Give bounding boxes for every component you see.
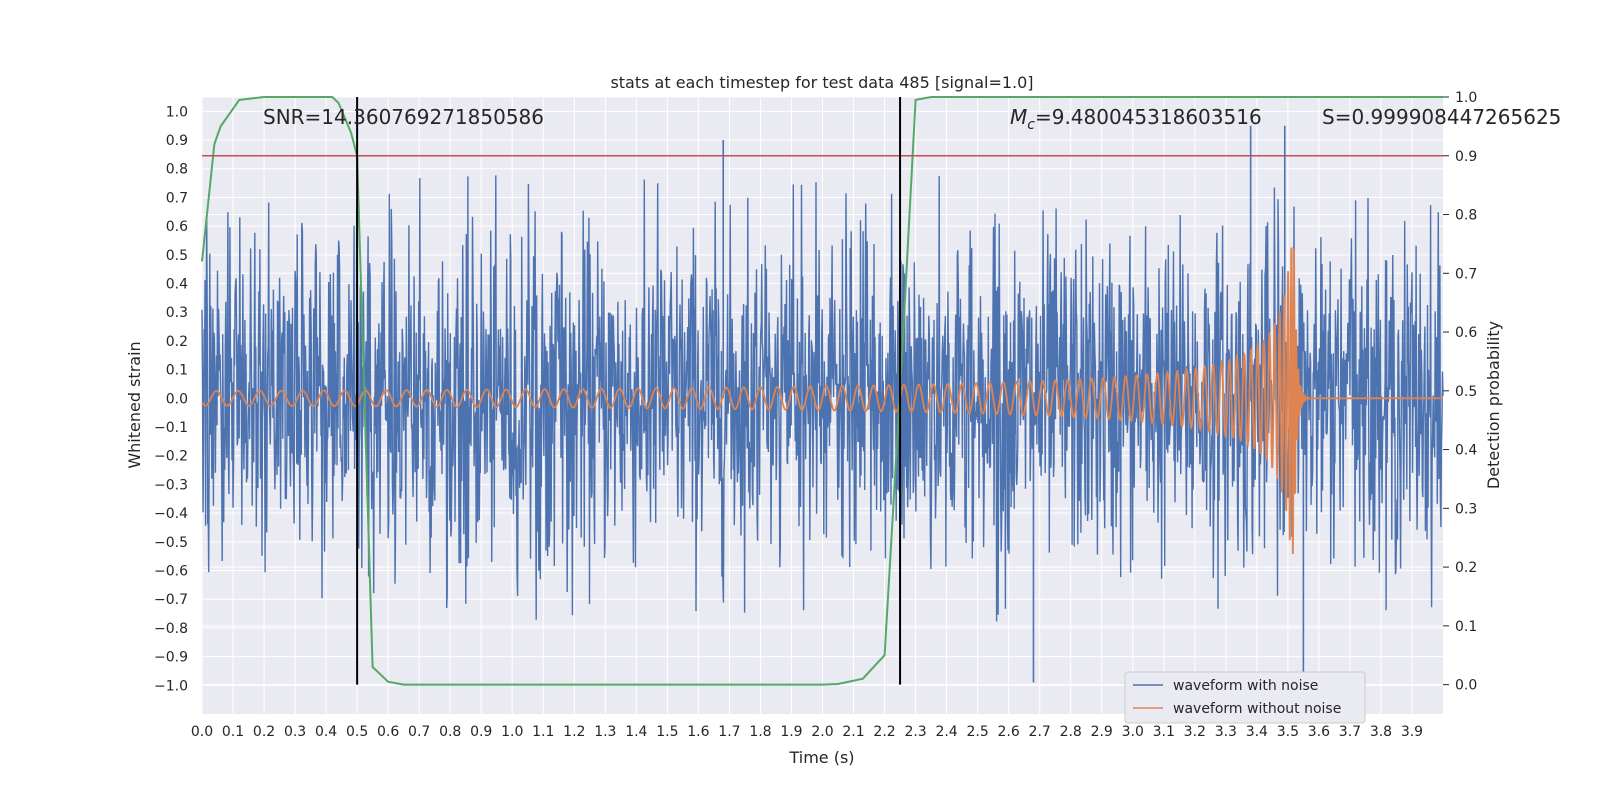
significance-annotation: S=0.999908447265625	[1322, 105, 1561, 129]
x-axis-label: Time (s)	[788, 748, 854, 767]
y2-tick-label: 0.7	[1455, 266, 1477, 282]
y2-tick-label: 0.3	[1455, 501, 1477, 517]
y-tick-label: 0.8	[166, 162, 188, 178]
x-tick-label: 0.1	[222, 724, 244, 740]
x-tick-label: 1.2	[563, 724, 585, 740]
y-tick-label: −0.9	[154, 650, 188, 666]
y-tick-label: 0.0	[166, 391, 188, 407]
x-tick-label: 1.9	[780, 724, 802, 740]
x-tick-label: 1.1	[532, 724, 554, 740]
y-axis-right: 1.0 0.9 0.8 0.7 0.6 0.5 0.4 0.3 0.2 0.1 0.0	[1443, 90, 1477, 694]
y-tick-label: −0.5	[154, 535, 188, 551]
legend-box	[1124, 671, 1366, 724]
y-tick-label: 0.2	[166, 334, 188, 350]
y-tick-label: −0.4	[154, 506, 188, 522]
y-tick-label: −0.1	[154, 420, 188, 436]
chirp-mass-subscript: c	[1027, 117, 1035, 133]
x-tick-label: 2.9	[1091, 724, 1113, 740]
y-tick-label: 0.9	[166, 133, 188, 149]
series-layer	[201, 96, 1444, 686]
y-tick-label: −0.7	[154, 592, 188, 608]
x-tick-label: 0.7	[408, 724, 430, 740]
y-tick-label: 0.1	[166, 363, 188, 379]
y-tick-label: −0.2	[154, 449, 188, 465]
snr-annotation: SNR=14.360769271850586	[263, 105, 544, 129]
y-tick-label: −0.6	[154, 564, 188, 580]
x-tick-label: 3.0	[1122, 724, 1144, 740]
x-tick-label: 1.6	[687, 724, 709, 740]
x-tick-label: 0.4	[315, 724, 337, 740]
x-tick-label: 3.8	[1370, 724, 1392, 740]
y-tick-label: 0.3	[166, 305, 188, 321]
legend-label-clean: waveform without noise	[1173, 701, 1341, 717]
x-tick-label: 1.0	[501, 724, 523, 740]
x-tick-label: 1.8	[749, 724, 771, 740]
overlay	[202, 97, 1443, 685]
x-tick-label: 1.3	[594, 724, 616, 740]
x-tick-label: 3.9	[1401, 724, 1423, 740]
x-tick-label: 3.6	[1308, 724, 1330, 740]
y2-tick-label: 0.1	[1455, 619, 1477, 635]
y2-tick-label: 0.0	[1455, 678, 1477, 694]
x-tick-label: 1.4	[625, 724, 647, 740]
x-tick-label: 0.3	[284, 724, 306, 740]
y-tick-label: 0.6	[166, 219, 188, 235]
y-tick-label: −0.8	[154, 621, 188, 637]
y2-tick-label: 0.2	[1455, 560, 1477, 576]
x-tick-label: 3.1	[1153, 724, 1175, 740]
x-tick-label: 2.2	[873, 724, 895, 740]
y-tick-label: 0.7	[166, 190, 188, 206]
chart-title: stats at each timestep for test data 485…	[610, 73, 1033, 92]
x-tick-label: 0.2	[253, 724, 275, 740]
x-tick-label: 2.1	[842, 724, 864, 740]
y2-tick-label: 0.9	[1455, 149, 1477, 165]
y2-tick-label: 0.8	[1455, 208, 1477, 224]
series-probability-line	[201, 96, 1443, 686]
x-tick-label: 3.5	[1277, 724, 1299, 740]
x-tick-label: 2.8	[1060, 724, 1082, 740]
y2-tick-label: 0.5	[1455, 384, 1477, 400]
x-tick-label: 1.5	[656, 724, 678, 740]
series-noise-line	[201, 175, 1444, 622]
x-tick-label: 2.3	[904, 724, 926, 740]
x-tick-label: 2.0	[811, 724, 833, 740]
x-tick-label: 0.9	[470, 724, 492, 740]
x-tick-label: 2.6	[998, 724, 1020, 740]
x-tick-label: 0.0	[191, 724, 213, 740]
chirp-mass-symbol: M	[1010, 105, 1027, 129]
x-tick-label: 2.4	[935, 724, 957, 740]
y-tick-label: 1.0	[166, 104, 188, 120]
x-tick-label: 2.7	[1029, 724, 1051, 740]
y-tick-label: −0.3	[154, 477, 188, 493]
x-axis: 0.0 0.1 0.2 0.3 0.4 0.5 0.6 0.7 0.8 0.9 1.0 1.1 1.2 1…	[191, 724, 1423, 740]
y2-axis-label: Detection probability	[1484, 321, 1503, 489]
x-tick-label: 3.3	[1215, 724, 1237, 740]
x-tick-label: 3.4	[1246, 724, 1268, 740]
y2-tick-label: 1.0	[1455, 90, 1477, 106]
y2-tick-label: 0.6	[1455, 325, 1477, 341]
y-tick-label: 0.4	[166, 277, 188, 293]
legend: waveform with noise waveform without noi…	[1124, 671, 1366, 724]
x-tick-label: 2.5	[966, 724, 988, 740]
chirp-mass-value: =9.480045318603516	[1035, 105, 1262, 129]
y-axis-left: 1.0 0.9 0.8 0.7 0.6 0.5 0.4 0.3 0.2 0.1 0.0 −0.1 −0.…	[154, 104, 188, 694]
x-tick-label: 0.6	[377, 724, 399, 740]
x-tick-label: 0.5	[346, 724, 368, 740]
x-tick-label: 1.7	[718, 724, 740, 740]
x-tick-label: 3.2	[1184, 724, 1206, 740]
legend-label-noise: waveform with noise	[1173, 678, 1318, 694]
series-clean-line	[201, 247, 1443, 555]
y-tick-label: 0.5	[166, 248, 188, 264]
chirp-mass-annotation: Mc=9.480045318603516	[1010, 105, 1262, 133]
x-tick-label: 0.8	[439, 724, 461, 740]
y2-tick-label: 0.4	[1455, 443, 1477, 459]
y-tick-label: −1.0	[154, 678, 188, 694]
x-tick-label: 3.7	[1339, 724, 1361, 740]
y-axis-label: Whitened strain	[125, 341, 144, 468]
